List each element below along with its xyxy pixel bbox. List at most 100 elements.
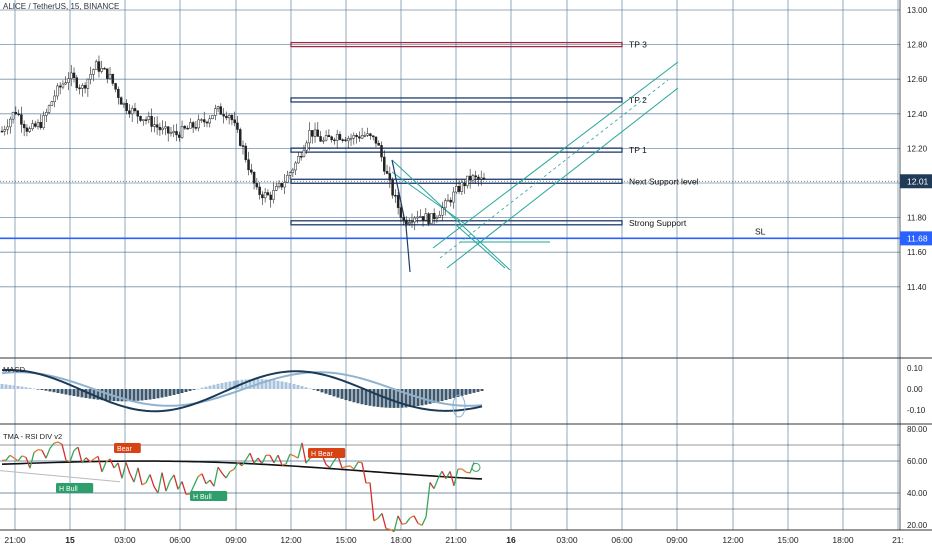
candlesticks	[0, 55, 486, 231]
candle-141	[391, 177, 394, 199]
candle-body-77	[214, 108, 217, 116]
candle-148	[410, 213, 414, 228]
macd-histogram-bar-111	[444, 389, 448, 401]
candle-body-38	[106, 68, 109, 79]
price-tick-1: 12.80	[907, 41, 928, 50]
level-zone-2	[290, 147, 623, 153]
rsi-segment-34	[133, 467, 139, 483]
candle-body-0	[0, 130, 4, 133]
macd-histogram-bar-16	[64, 389, 68, 395]
candle-body-27	[75, 77, 79, 89]
rsi-segment-41	[161, 472, 167, 492]
candle-body-106	[294, 162, 297, 171]
candle-body-72	[200, 119, 203, 121]
macd-histogram-bar-20	[80, 389, 84, 398]
candle-body-171	[474, 175, 477, 178]
symbol-label[interactable]: ALICE / TetherUS, 15, BINANCE	[3, 2, 120, 11]
candle-body-8	[22, 124, 26, 129]
candle-body-138	[383, 156, 386, 172]
rsi-segment-113	[449, 471, 455, 486]
candle-body-88	[244, 145, 248, 160]
divergence-label-bg-3	[190, 491, 228, 501]
macd-histogram-bar-113	[452, 389, 456, 398]
macd-histogram-bar-80	[320, 389, 324, 393]
rsi-segment-98	[389, 528, 395, 533]
macd-histogram-bar-15	[60, 389, 64, 394]
drop-line-2	[405, 225, 411, 273]
macd-histogram-bar-21	[84, 389, 88, 399]
macd-histogram-bar-92	[368, 389, 372, 406]
macd-histogram-bar-58	[232, 380, 236, 389]
macd-histogram-bar-79	[316, 389, 320, 392]
candle-body-66	[183, 126, 187, 129]
candle-body-15	[42, 115, 45, 128]
time-label-6: 15:00	[335, 535, 357, 545]
ascending-channel[interactable]	[391, 61, 679, 273]
macd-histogram-bar-99	[396, 389, 400, 408]
rsi-segment-77	[305, 457, 311, 464]
macd-histogram-bar-119	[476, 389, 480, 392]
macd-highlight-ellipse	[452, 394, 466, 418]
candle-146	[405, 216, 408, 228]
divergence-label-bg-0	[114, 443, 141, 453]
candle-171	[474, 170, 477, 185]
macd-histogram-bar-73	[292, 383, 296, 389]
candle-124	[344, 136, 347, 142]
candle-body-36	[100, 68, 103, 72]
candle-67	[186, 125, 189, 130]
candle-101	[280, 182, 284, 191]
candle-body-96	[266, 192, 270, 196]
candle-161	[446, 194, 450, 202]
rsi-segment-53	[209, 479, 215, 487]
candle-body-37	[103, 68, 106, 70]
candle-body-81	[225, 115, 228, 119]
candle-body-165	[457, 186, 461, 192]
macd-tick-2: -0.10	[907, 406, 926, 415]
rsi-segment-57	[225, 471, 231, 479]
candle-body-5	[14, 112, 18, 115]
rsi-segment-36	[141, 482, 147, 486]
macd-histogram-bar-115	[460, 389, 464, 396]
candle-12	[33, 120, 37, 128]
rsi-segment-13	[49, 442, 55, 449]
candle-body-12	[33, 123, 37, 127]
candle-body-92	[255, 183, 259, 188]
price-tick-6: 11.80	[907, 214, 927, 223]
axes: 13.0012.8012.6012.4012.2012.0011.8011.60…	[4, 6, 932, 545]
rsi-segment-95	[377, 513, 383, 519]
price-tick-2: 12.60	[907, 75, 928, 84]
rsi-segment-23	[89, 458, 95, 463]
candle-54	[150, 108, 153, 133]
candle-128	[355, 133, 358, 144]
candle-body-133	[369, 133, 372, 137]
macd-histogram-bar-84	[336, 389, 340, 398]
candle-body-71	[197, 119, 200, 129]
time-label-1: 15	[65, 535, 75, 545]
macd-histogram-bar-5	[20, 386, 24, 389]
rsi-segment-24	[93, 455, 99, 460]
time-label-3: 06:00	[169, 535, 191, 545]
time-label-13: 12:00	[722, 535, 744, 545]
candle-137	[380, 141, 383, 162]
candle-150	[416, 210, 419, 224]
candle-body-34	[94, 61, 98, 70]
candle-body-114	[316, 129, 320, 137]
candle-body-49	[136, 110, 139, 117]
candle-body-55	[153, 124, 156, 127]
macd-histogram-bar-13	[52, 389, 56, 393]
rsi-segment-93	[369, 482, 375, 522]
macd-histogram-bar-39	[156, 389, 160, 399]
macd-histogram-bar-71	[284, 382, 288, 389]
channel-upper-line	[432, 61, 679, 249]
candle-body-3	[9, 118, 12, 128]
macd-histogram-bar-62	[248, 379, 252, 389]
rsi-segment-63	[249, 452, 255, 464]
candle-body-150	[416, 216, 419, 219]
candle-body-128	[355, 135, 358, 137]
candle-123	[341, 138, 344, 143]
candle-49	[136, 110, 139, 124]
candle-body-164	[455, 186, 458, 193]
sl-price-tag-label: 11.68	[907, 233, 928, 243]
candle-155	[430, 213, 433, 224]
